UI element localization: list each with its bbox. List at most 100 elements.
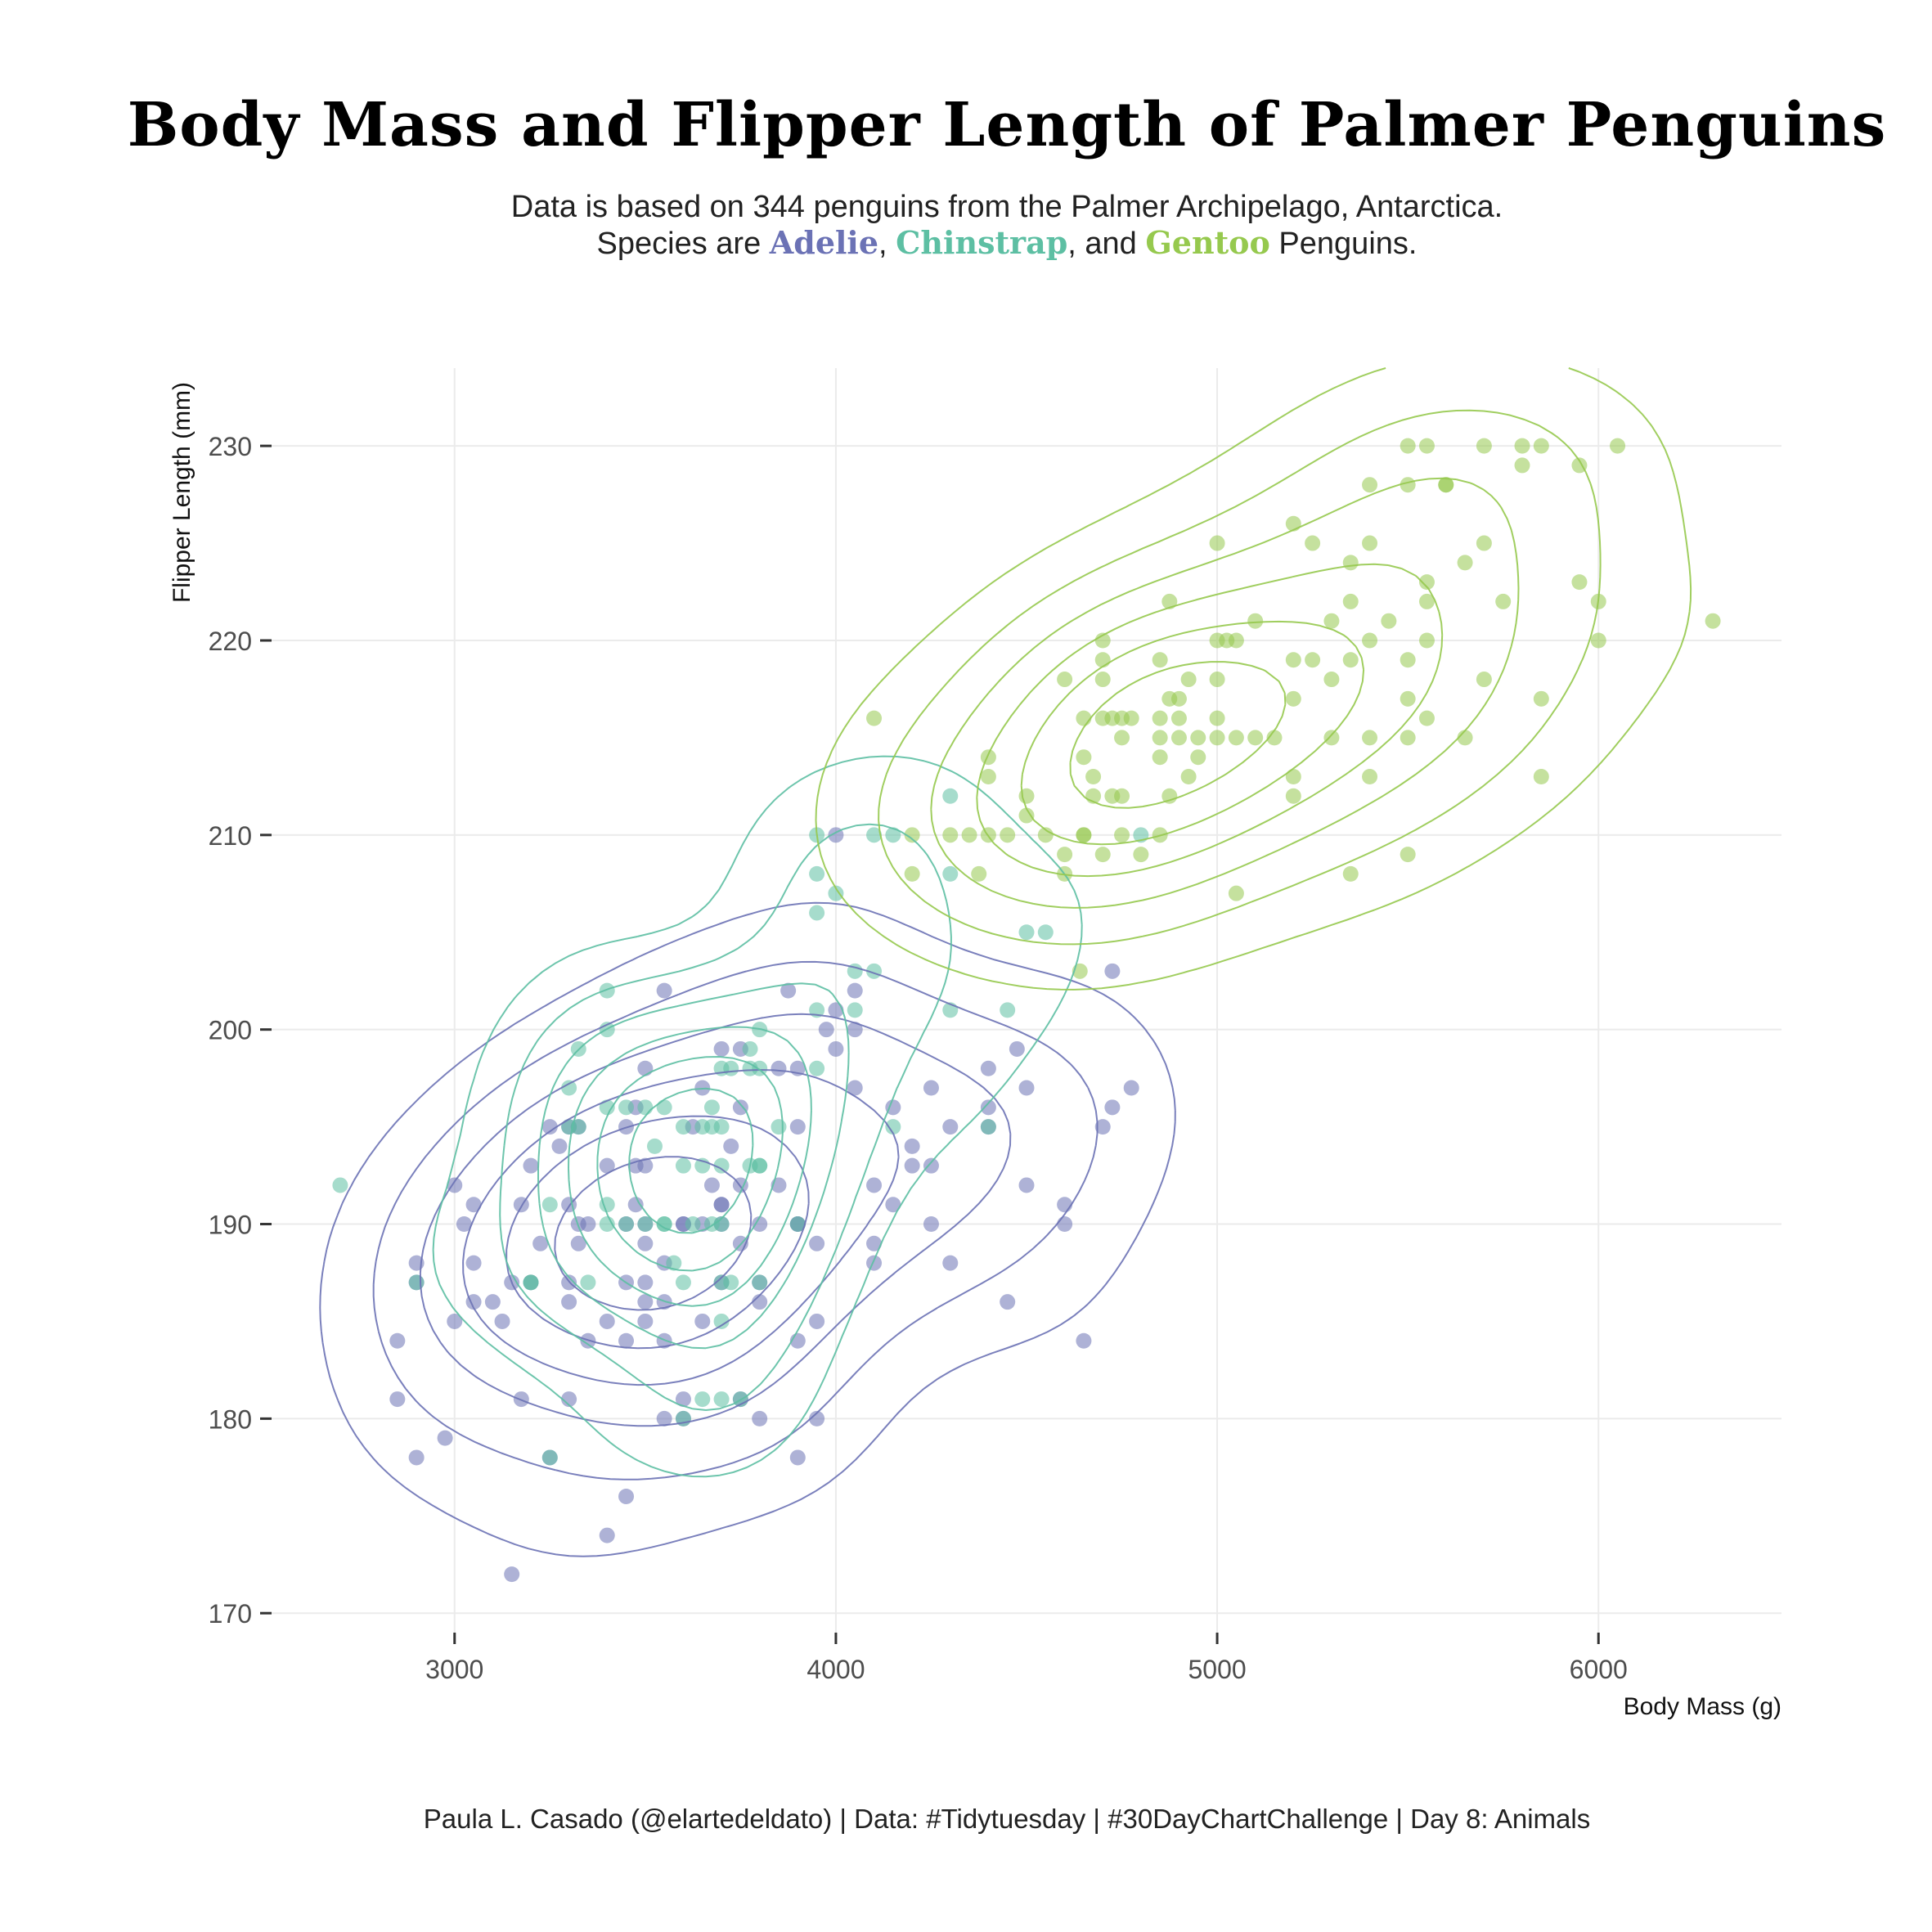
point-adelie — [408, 1449, 425, 1466]
point-chinstrap — [599, 982, 615, 999]
point-gentoo — [1266, 730, 1283, 746]
point-chinstrap — [789, 1216, 806, 1233]
point-gentoo — [1094, 847, 1111, 863]
point-adelie — [561, 1391, 577, 1408]
point-chinstrap — [599, 1099, 615, 1116]
point-gentoo — [1161, 690, 1178, 707]
subtitle-prefix: Species are — [596, 227, 770, 261]
y-tick-label: 170 — [209, 1599, 252, 1629]
point-gentoo — [1161, 788, 1178, 804]
point-adelie — [1123, 1080, 1139, 1096]
point-adelie — [847, 1022, 863, 1038]
point-chinstrap — [980, 1119, 996, 1135]
point-adelie — [1104, 1099, 1121, 1116]
point-adelie — [809, 1235, 825, 1251]
point-adelie — [541, 1119, 558, 1135]
point-gentoo — [1418, 574, 1435, 591]
point-chinstrap — [752, 1157, 768, 1174]
point-adelie — [752, 1216, 768, 1233]
point-chinstrap — [809, 1060, 825, 1076]
point-chinstrap — [408, 1274, 425, 1291]
point-gentoo — [1114, 730, 1130, 746]
point-gentoo — [1533, 690, 1549, 707]
point-gentoo — [1285, 652, 1301, 668]
point-chinstrap — [541, 1449, 558, 1466]
point-gentoo — [1076, 749, 1092, 766]
y-tick-label: 200 — [209, 1016, 252, 1045]
contour-chinstrap — [596, 1056, 784, 1272]
point-adelie — [599, 1313, 615, 1329]
point-gentoo — [1400, 730, 1416, 746]
contour-gentoo — [976, 563, 1444, 878]
contour-adelie — [319, 901, 1176, 1557]
point-adelie — [447, 1313, 463, 1329]
point-adelie — [389, 1391, 406, 1408]
point-adelie — [1018, 1177, 1035, 1193]
point-gentoo — [1495, 593, 1512, 609]
point-gentoo — [980, 749, 996, 766]
contour-chinstrap — [568, 1026, 812, 1307]
point-adelie — [1094, 1119, 1111, 1135]
point-chinstrap — [809, 865, 825, 882]
subtitle-suffix: Penguins. — [1269, 227, 1418, 261]
point-gentoo — [1418, 710, 1435, 726]
point-adelie — [923, 1080, 939, 1096]
point-adelie — [447, 1177, 463, 1193]
point-gentoo — [1094, 672, 1111, 688]
point-gentoo — [1533, 768, 1549, 784]
point-chinstrap — [656, 1099, 672, 1116]
point-gentoo — [1152, 749, 1168, 766]
contour-adelie — [419, 1013, 1012, 1427]
point-chinstrap — [713, 1391, 730, 1408]
point-adelie — [1000, 1294, 1016, 1310]
point-gentoo — [1514, 457, 1530, 474]
point-adelie — [437, 1430, 453, 1446]
point-gentoo — [1476, 438, 1492, 454]
point-gentoo — [1228, 885, 1244, 901]
point-gentoo — [1323, 672, 1340, 688]
point-adelie — [980, 1099, 996, 1116]
point-gentoo — [1362, 535, 1378, 551]
point-chinstrap — [703, 1099, 720, 1116]
point-adelie — [847, 1080, 863, 1096]
point-adelie — [1057, 1197, 1073, 1213]
point-adelie — [923, 1216, 939, 1233]
point-gentoo — [904, 865, 920, 882]
point-gentoo — [1323, 730, 1340, 746]
point-gentoo — [1305, 535, 1321, 551]
species-label-adelie: Adelie — [769, 224, 879, 261]
point-chinstrap — [656, 1216, 672, 1233]
point-chinstrap — [809, 905, 825, 921]
chart-subtitle-line2: Species are Adelie, Chinstrap, and Gento… — [0, 224, 1932, 262]
point-chinstrap — [1000, 1002, 1016, 1018]
point-adelie — [456, 1216, 472, 1233]
point-gentoo — [1228, 730, 1244, 746]
point-gentoo — [1476, 535, 1492, 551]
point-gentoo — [1362, 768, 1378, 784]
x-axis-label: Body Mass (g) — [1624, 1693, 1781, 1720]
point-chinstrap — [637, 1099, 654, 1116]
point-adelie — [656, 982, 672, 999]
contour-chinstrap — [432, 755, 1083, 1478]
point-adelie — [675, 1391, 691, 1408]
point-adelie — [1076, 1332, 1092, 1349]
point-gentoo — [1152, 652, 1168, 668]
point-adelie — [599, 1157, 615, 1174]
point-gentoo — [1342, 865, 1359, 882]
point-gentoo — [1418, 593, 1435, 609]
chart-caption: Paula L. Casado (@elartedeldato) | Data:… — [423, 1804, 1591, 1834]
point-gentoo — [971, 865, 987, 882]
point-adelie — [780, 982, 797, 999]
point-gentoo — [1123, 710, 1139, 726]
point-gentoo — [1247, 613, 1264, 629]
species-label-chinstrap: Chinstrap — [896, 224, 1068, 261]
point-chinstrap — [541, 1197, 558, 1213]
point-gentoo — [1362, 632, 1378, 649]
point-gentoo — [904, 827, 920, 843]
point-adelie — [789, 1119, 806, 1135]
point-chinstrap — [637, 1216, 654, 1233]
contour-gentoo — [815, 367, 1692, 991]
point-adelie — [551, 1138, 568, 1154]
point-gentoo — [1705, 613, 1721, 629]
point-chinstrap — [885, 827, 901, 843]
